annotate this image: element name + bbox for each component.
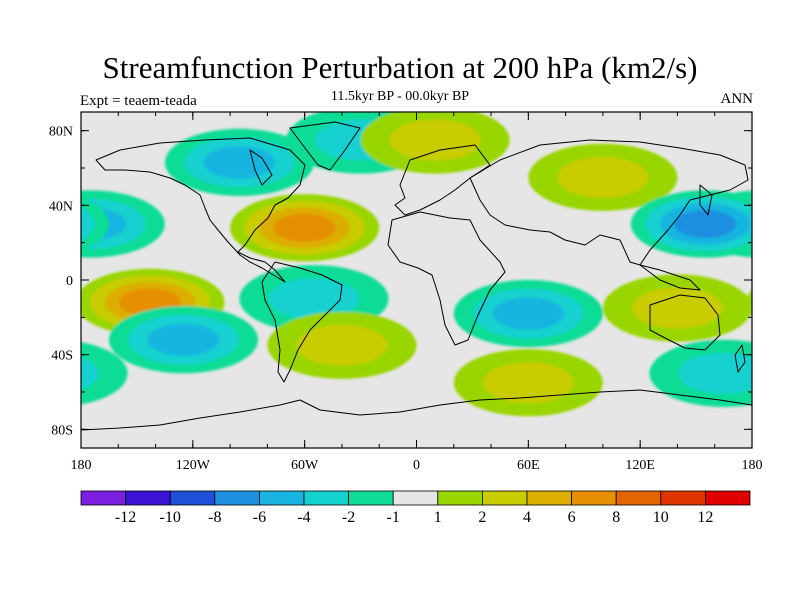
anomaly-center — [453, 349, 603, 417]
lat-tick-label: 40N — [49, 199, 73, 214]
anomaly-center — [267, 311, 417, 379]
contour-band — [631, 287, 723, 329]
colorbar-swatch — [169, 490, 216, 506]
colorbar-label: 1 — [434, 509, 442, 526]
contour-band — [147, 323, 220, 356]
lat-tick-label: 80S — [51, 423, 73, 438]
anomaly-center — [108, 306, 259, 374]
lon-tick-label: 120W — [176, 458, 211, 473]
colorbar-swatch — [348, 490, 394, 506]
anomaly-center — [528, 143, 678, 211]
colorbar-swatch — [660, 490, 706, 506]
contour-band — [678, 352, 752, 394]
contour-band — [81, 197, 109, 251]
colorbar-label: -6 — [253, 509, 266, 526]
colorbar-label: 4 — [523, 509, 531, 526]
lon-tick-label: 180 — [71, 458, 92, 473]
colorbar-swatch — [80, 490, 126, 506]
colorbar-label: -1 — [387, 509, 400, 526]
contour-band — [273, 213, 336, 242]
colorbar-swatch — [125, 490, 171, 506]
lon-tick-label: 180 — [742, 458, 763, 473]
experiment-label: Expt = teaem-teada — [80, 93, 197, 109]
colorbar-swatch — [258, 490, 305, 506]
colorbar-label: -10 — [160, 509, 181, 526]
contour-band — [482, 362, 574, 404]
contour-band — [268, 278, 360, 320]
anomaly-center — [453, 280, 603, 348]
contour-band — [557, 156, 649, 198]
colorbar-label: 2 — [478, 509, 486, 526]
contour-band — [81, 206, 95, 242]
lat-tick-label: 0 — [66, 274, 73, 289]
colorbar-label: -8 — [208, 509, 221, 526]
page-title: Streamfunction Perturbation at 200 hPa (… — [102, 50, 698, 85]
anomaly-center — [230, 194, 380, 262]
lon-tick-label: 0 — [413, 458, 420, 473]
lon-tick-label: 60E — [517, 458, 540, 473]
colorbar-label: -2 — [342, 509, 355, 526]
lat-tick-label: 80N — [49, 125, 73, 140]
contour-band — [746, 289, 752, 316]
anomaly-center — [81, 190, 752, 258]
season-label: ANN — [720, 91, 754, 107]
contour-band — [674, 210, 737, 238]
colorbar-swatch — [615, 490, 662, 506]
colorbar-swatch — [571, 490, 617, 506]
colorbar-label: 8 — [612, 509, 620, 526]
contour-band — [81, 357, 99, 390]
anomaly-center — [360, 112, 510, 174]
subtitle: 11.5kyr BP - 00.0kyr BP — [330, 89, 470, 104]
colorbar-label: 6 — [568, 509, 576, 526]
colorbar-swatch — [214, 490, 260, 506]
colorbar-swatch — [392, 490, 439, 506]
colorbar-swatch — [705, 490, 751, 506]
contour-band — [389, 119, 481, 161]
colorbar-swatch — [437, 490, 483, 506]
colorbar-label: -4 — [297, 509, 310, 526]
lon-tick-label: 60W — [291, 458, 319, 473]
lon-tick-label: 120E — [625, 458, 655, 473]
contour-band — [81, 342, 128, 405]
colorbar-label: -12 — [115, 509, 136, 526]
colorbar-label: 10 — [653, 509, 669, 526]
contour-band — [492, 297, 565, 330]
colorbar-swatch — [526, 490, 572, 506]
anomaly-center — [602, 274, 752, 342]
colorbar-swatch — [303, 490, 349, 506]
colorbar-swatch — [481, 490, 528, 506]
lat-tick-label: 40S — [51, 349, 73, 364]
anomaly-center — [81, 339, 752, 407]
contour-band — [296, 324, 388, 366]
colorbar-label: 12 — [697, 509, 713, 526]
coastlines — [81, 121, 752, 431]
